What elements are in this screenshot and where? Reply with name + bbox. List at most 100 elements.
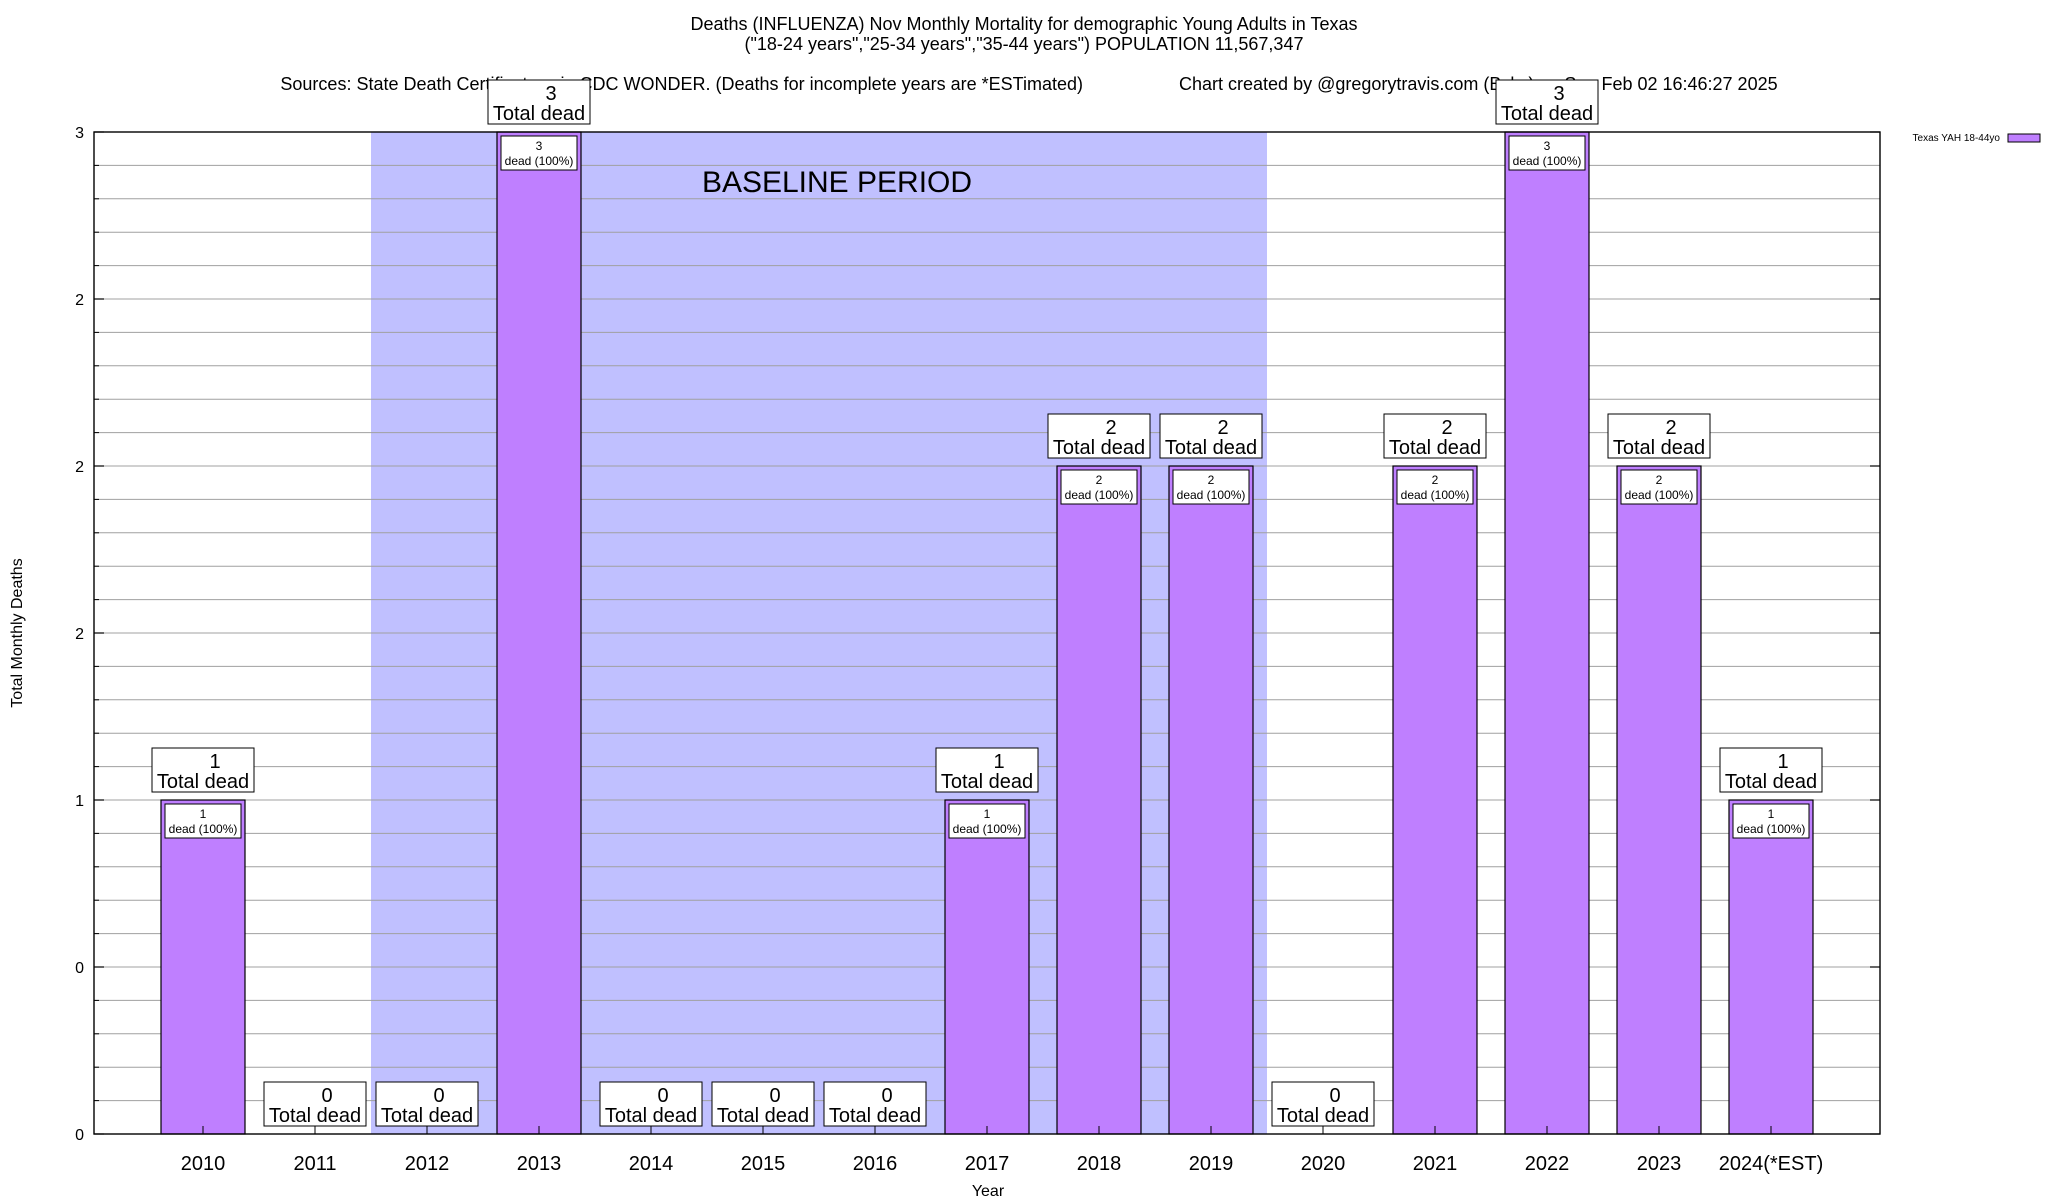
bar-label-box (711, 1081, 815, 1127)
x-tick-label: 2019 (1189, 1153, 1234, 1175)
bar-inner-label: dead (100%) (1065, 488, 1134, 502)
bar-label-box (263, 1081, 367, 1127)
bar-value-label: 1 (209, 751, 220, 773)
bar-inner-label: dead (100%) (1625, 488, 1694, 502)
bar-inner-label: dead (100%) (1513, 154, 1582, 168)
bar-inner-label-box (1508, 135, 1586, 171)
bar-value-label: 0 (657, 1085, 668, 1107)
bar-label-box (1495, 79, 1599, 125)
bar-total-label: Total dead (941, 771, 1033, 793)
x-tick-label: 2017 (965, 1153, 1010, 1175)
bar-label-box (151, 747, 255, 793)
chart-subtitle: ("18-24 years","25-34 years","35-44 year… (744, 34, 1304, 54)
bar-total-label: Total dead (1165, 437, 1257, 459)
bar-inner-label: dead (100%) (505, 154, 574, 168)
bar-total-label: Total dead (1725, 771, 1817, 793)
x-tick-label: 2013 (517, 1153, 562, 1175)
bar-value-label: 0 (769, 1085, 780, 1107)
x-tick-label: 2018 (1077, 1153, 1122, 1175)
bar-inner-label-box (500, 135, 578, 171)
bar-inner-value: 2 (1432, 473, 1439, 487)
bar-total-label: Total dead (1277, 1105, 1369, 1127)
y-tick-label: 0 (75, 960, 84, 977)
bar-label-box (935, 747, 1039, 793)
x-tick-label: 2011 (293, 1153, 336, 1175)
bar-inner-label: dead (100%) (1737, 822, 1806, 836)
bar-inner-label: dead (100%) (953, 822, 1022, 836)
plot-frame (93, 131, 1881, 1135)
bar-total-label: Total dead (717, 1105, 809, 1127)
x-tick-label: 2012 (405, 1153, 450, 1175)
legend-label: Texas YAH 18-44yo (1913, 133, 2001, 144)
chart-title: Deaths (INFLUENZA) Nov Monthly Mortality… (690, 14, 1358, 34)
y-tick-label: 2 (75, 626, 84, 643)
bar (1504, 131, 1590, 1135)
legend-swatch (2007, 133, 2041, 143)
bar-inner-value: 2 (1096, 473, 1103, 487)
bar-total-label: Total dead (829, 1105, 921, 1127)
bar-inner-value: 1 (1768, 807, 1775, 821)
baseline-label: BASELINE PERIOD (702, 166, 972, 199)
bar-inner-value: 1 (984, 807, 991, 821)
bar-value-label: 2 (1665, 417, 1676, 439)
y-tick-label: 2 (75, 292, 84, 309)
bar-inner-label-box (164, 803, 242, 839)
bar-label-box (1719, 747, 1823, 793)
bar-value-label: 2 (1217, 417, 1228, 439)
bar-inner-label-box (948, 803, 1026, 839)
bar-inner-label-box (1060, 469, 1138, 505)
bar-value-label: 2 (1441, 417, 1452, 439)
x-tick-label: 2023 (1637, 1153, 1682, 1175)
x-tick-label: 2020 (1301, 1153, 1346, 1175)
x-tick-label: 2022 (1525, 1153, 1570, 1175)
bar-inner-value: 1 (200, 807, 207, 821)
bar-inner-value: 2 (1208, 473, 1215, 487)
bar-label-box (487, 79, 591, 125)
bar-inner-label-box (1396, 469, 1474, 505)
x-tick-label: 2015 (741, 1153, 786, 1175)
bar (1616, 465, 1702, 1135)
bar-inner-label: dead (100%) (1177, 488, 1246, 502)
y-tick-label: 1 (75, 793, 84, 810)
bar-inner-value: 3 (536, 139, 543, 153)
bar (944, 799, 1030, 1135)
bar-total-label: Total dead (157, 771, 249, 793)
bar-value-label: 3 (545, 83, 556, 105)
y-tick-label: 2 (75, 459, 84, 476)
bar-label-box (375, 1081, 479, 1127)
bar (1392, 465, 1478, 1135)
bar-label-box (1383, 413, 1487, 459)
x-tick-label: 2014 (629, 1153, 674, 1175)
bar-label-box (1607, 413, 1711, 459)
bar-value-label: 2 (1105, 417, 1116, 439)
bar-inner-value: 3 (1544, 139, 1551, 153)
bar-label-box (823, 1081, 927, 1127)
y-tick-label: 3 (75, 125, 84, 142)
y-tick-label: 0 (75, 1127, 84, 1144)
bar (1056, 465, 1142, 1135)
bar (160, 799, 246, 1135)
bar-value-label: 0 (433, 1085, 444, 1107)
bar-total-label: Total dead (1613, 437, 1705, 459)
x-tick-label: 2021 (1413, 1153, 1458, 1175)
x-tick-label: 2016 (853, 1153, 898, 1175)
y-axis-label: Total Monthly Deaths (9, 558, 26, 707)
bar-inner-label-box (1620, 469, 1698, 505)
bar-inner-label-box (1172, 469, 1250, 505)
x-tick-label: 2024(*EST) (1719, 1153, 1824, 1175)
bar-inner-label: dead (100%) (169, 822, 238, 836)
bar-total-label: Total dead (1389, 437, 1481, 459)
bar-value-label: 0 (881, 1085, 892, 1107)
bar-value-label: 0 (1329, 1085, 1340, 1107)
bar-label-box (1047, 413, 1151, 459)
bar-value-label: 0 (321, 1085, 332, 1107)
bar-total-label: Total dead (269, 1105, 361, 1127)
bar (1168, 465, 1254, 1135)
bar-label-box (1159, 413, 1263, 459)
bar-total-label: Total dead (493, 103, 585, 125)
x-axis-label: Year (972, 1183, 1005, 1200)
bar-value-label: 1 (993, 751, 1004, 773)
bar-total-label: Total dead (1053, 437, 1145, 459)
bar-total-label: Total dead (605, 1105, 697, 1127)
